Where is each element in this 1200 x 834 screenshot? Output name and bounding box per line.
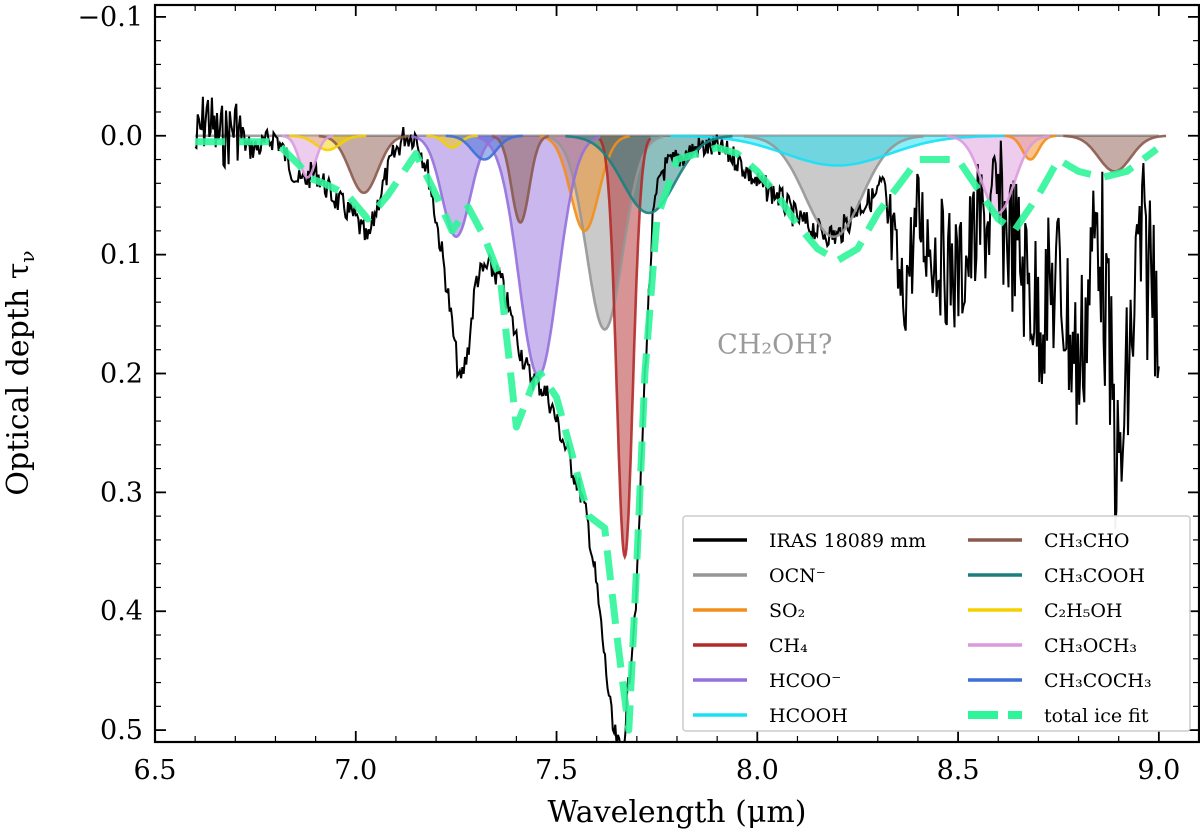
component-1-1-line xyxy=(1004,134,1057,161)
y-tick-label: 0.3 xyxy=(100,477,143,508)
legend-label: C₂H₅OH xyxy=(1044,600,1123,622)
component-5-0-line xyxy=(318,134,409,195)
component-0-1-line xyxy=(743,135,924,239)
y-axis-title: Optical depth τν xyxy=(1,250,39,495)
component-3-1-line xyxy=(411,135,502,239)
legend-label: CH₃COCH₃ xyxy=(1044,670,1152,692)
legend-label: total ice fit xyxy=(1044,705,1149,727)
component-2-0-line xyxy=(598,137,652,561)
y-tick-label: 0.5 xyxy=(100,715,143,746)
x-axis-title: Wavelength (μm) xyxy=(548,795,807,830)
ch2oh-annotation: CH₂OH? xyxy=(717,329,832,360)
x-tick-label: 9.0 xyxy=(1137,755,1180,786)
legend-label: CH₃COOH xyxy=(1044,565,1145,587)
legend-label: CH₄ xyxy=(769,635,808,657)
y-axis-title-main: Optical depth τ xyxy=(1,263,36,496)
y-tick-label: 0.1 xyxy=(100,240,143,271)
component-1-0-line xyxy=(539,135,630,233)
component-8-0-line xyxy=(281,134,334,179)
legend-label: HCOO⁻ xyxy=(769,670,841,692)
total-fit-layer xyxy=(193,138,1159,734)
x-axis-ticks: 6.5 7.0 7.5 8.0 8.5 9.0 xyxy=(134,5,1200,786)
component-0-1-fill xyxy=(743,135,924,237)
y-tick-label: 0.4 xyxy=(100,596,143,627)
legend: IRAS 18089 mm OCN⁻ SO₂ CH₄ HCOO⁻ HCOOH CH₃CHO C… xyxy=(682,515,1191,732)
y-axis-title-group: Optical depth τν xyxy=(1,250,39,495)
legend-label: IRAS 18089 mm xyxy=(769,530,926,552)
x-tick-label: 8.5 xyxy=(937,755,980,786)
x-tick-label: 8.0 xyxy=(736,755,779,786)
legend-label: CH₃OCH₃ xyxy=(1044,635,1137,657)
y-tick-label: 0.0 xyxy=(100,121,143,152)
y-axis-title-sub: ν xyxy=(15,250,39,262)
y-tick-label: −0.1 xyxy=(77,2,143,33)
component-7-1-line xyxy=(426,134,478,149)
legend-label: CH₃CHO xyxy=(1044,530,1129,552)
x-tick-label: 7.0 xyxy=(334,755,377,786)
component-7-0-line xyxy=(288,134,367,152)
y-tick-label: 0.2 xyxy=(100,359,143,390)
x-tick-label: 7.5 xyxy=(535,755,578,786)
component-0-0-line xyxy=(546,135,663,331)
legend-label: SO₂ xyxy=(769,600,805,622)
legend-label: OCN⁻ xyxy=(769,565,826,587)
legend-label: HCOOH xyxy=(769,705,848,727)
x-tick-label: 6.5 xyxy=(134,755,177,786)
component-9-0-line xyxy=(445,134,523,161)
component-6-0-line xyxy=(565,134,733,215)
component-4-0-line xyxy=(670,134,1005,167)
legend-box xyxy=(682,515,1191,732)
total-ice-fit-line xyxy=(193,138,1159,734)
